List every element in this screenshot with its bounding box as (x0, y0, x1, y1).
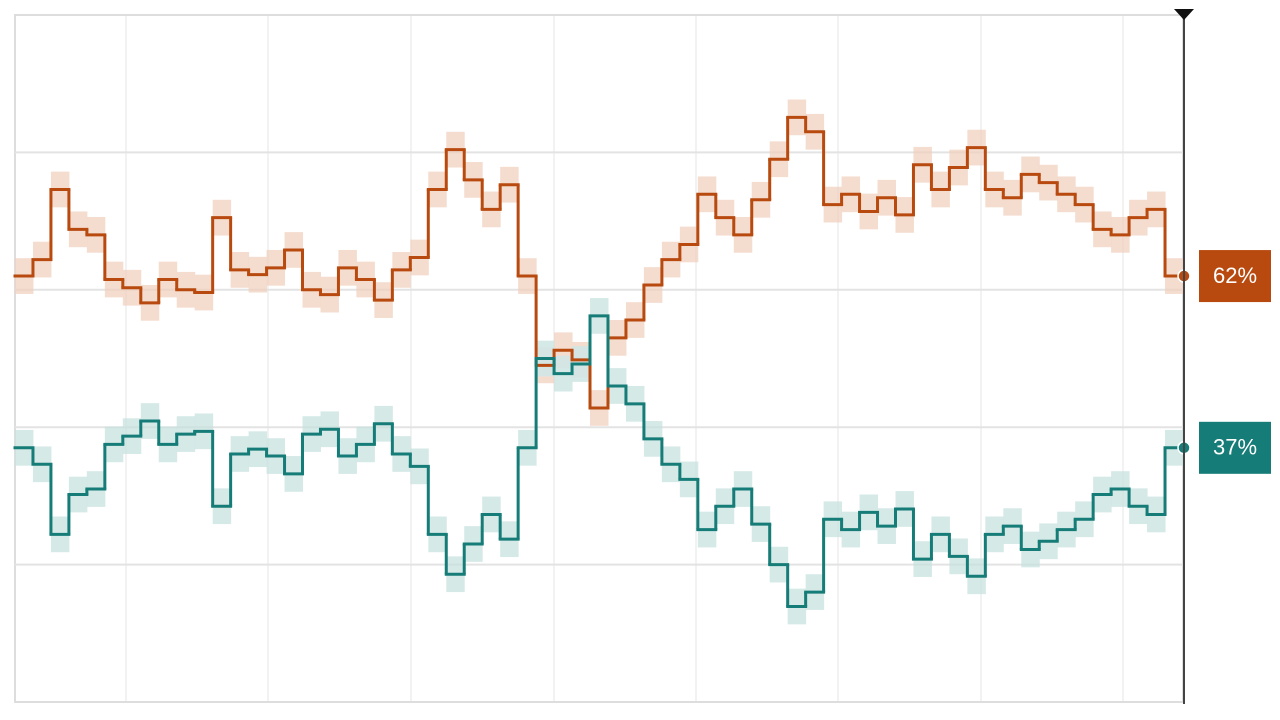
plot-frame (14, 14, 1184, 703)
lines (13, 115, 1185, 609)
current-marker-arrow (1174, 9, 1194, 20)
end-label-box (1199, 421, 1271, 474)
plot: 62% 37% (13, 99, 1271, 625)
end-label: 62% (1213, 263, 1257, 288)
end-label: 37% (1213, 435, 1257, 460)
bands (15, 99, 1184, 625)
vertical-grid (125, 15, 1124, 702)
end-label-box (1199, 250, 1271, 303)
